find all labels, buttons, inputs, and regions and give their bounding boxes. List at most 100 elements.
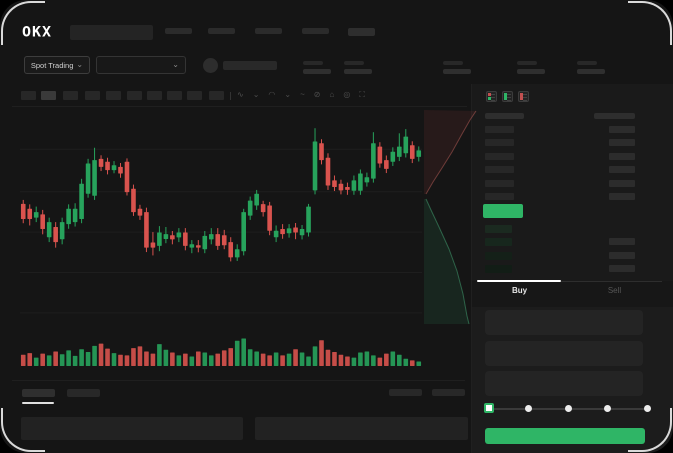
bid-row-price[interactable] — [485, 238, 512, 246]
ask-row-amount — [609, 139, 635, 146]
nav-item[interactable] — [302, 28, 329, 34]
bid-row-amount — [609, 265, 635, 272]
chart-tool-icons: ∿ ⌄ ◠ ⌄ ~ ⊘ ⌂ ◎ ⛶ — [237, 91, 365, 99]
ask-row-price[interactable] — [485, 180, 514, 187]
magnet-icon[interactable]: ⌂ — [329, 90, 335, 99]
ask-row-price[interactable] — [485, 126, 514, 133]
chevron-down-icon: ⌄ — [172, 60, 179, 69]
bid-row-amount — [609, 252, 635, 259]
orders-table-placeholder — [255, 417, 468, 440]
brush-icon[interactable]: ⊘ — [313, 90, 321, 99]
bottom-action[interactable] — [389, 389, 422, 396]
ask-row-price[interactable] — [485, 139, 514, 146]
target-icon[interactable]: ◎ — [343, 90, 351, 99]
ask-row-amount — [609, 193, 635, 200]
wave-icon[interactable]: ~ — [300, 90, 305, 99]
timeframe-button[interactable] — [167, 91, 182, 100]
chevron-down-icon[interactable]: ⌄ — [284, 90, 292, 99]
pair-name-placeholder — [223, 61, 277, 70]
orderbook-header-left — [485, 113, 524, 119]
pair-selector-dropdown[interactable]: ⌄ — [96, 56, 186, 74]
timeframe-button[interactable] — [187, 91, 202, 100]
stat-label — [344, 61, 364, 65]
ask-row-price[interactable] — [485, 166, 514, 173]
tab-buy[interactable]: Buy — [472, 281, 567, 305]
fullscreen-icon[interactable]: ⛶ — [359, 90, 365, 99]
bid-row-amount — [609, 238, 635, 245]
divider-toolbar — [12, 106, 467, 107]
buy-tab-underline — [477, 280, 561, 282]
market-type-button[interactable]: Spot Trading ⌄ — [24, 56, 90, 74]
orderbook-header-right — [594, 113, 635, 119]
bottom-tab-active[interactable] — [22, 389, 55, 397]
divider-vertical — [471, 84, 472, 453]
orderbook-view-bids-icon[interactable] — [502, 91, 513, 102]
ask-row-amount — [609, 126, 635, 133]
stat-value — [517, 69, 545, 74]
toolbar-separator — [230, 92, 231, 100]
stat-label — [303, 61, 323, 65]
volume-bars[interactable] — [20, 336, 422, 366]
tabbar-bg — [472, 281, 673, 307]
buy-tab-label: Buy — [511, 286, 528, 295]
timeframe-button-active[interactable] — [41, 91, 56, 100]
stat-label — [577, 61, 597, 65]
ask-row-amount — [609, 166, 635, 173]
coin-avatar — [203, 58, 218, 73]
stat-value — [443, 69, 471, 74]
stat-label — [517, 61, 537, 65]
orders-table-placeholder — [21, 417, 243, 440]
nav-item[interactable] — [165, 28, 192, 34]
bottom-tab-underline — [22, 402, 54, 404]
sell-tab-underline — [561, 281, 662, 282]
depth-chart — [424, 110, 477, 325]
bottom-tab[interactable] — [67, 389, 100, 397]
bid-row-price[interactable] — [485, 252, 512, 260]
tab-sell[interactable]: Sell — [567, 281, 662, 305]
nav-item[interactable] — [208, 28, 235, 34]
ask-row-amount — [609, 153, 635, 160]
total-input[interactable] — [485, 371, 643, 396]
orderbook-view-asks-icon[interactable] — [518, 91, 529, 102]
timeframe-button[interactable] — [209, 91, 224, 100]
brand-placeholder — [70, 25, 153, 40]
timeframe-button[interactable] — [147, 91, 162, 100]
timeframe-button[interactable] — [127, 91, 142, 100]
slider-step-dot[interactable] — [565, 405, 572, 412]
stat-label — [443, 61, 463, 65]
chevron-down-icon: ⌄ — [76, 60, 84, 69]
candlestick-chart[interactable] — [20, 110, 422, 332]
buy-submit-button[interactable] — [485, 428, 645, 444]
divider-bottom — [12, 380, 465, 381]
timeframe-button[interactable] — [63, 91, 78, 100]
price-input[interactable] — [485, 310, 643, 335]
timeframe-button[interactable] — [21, 91, 36, 100]
bid-row-price[interactable] — [485, 265, 512, 273]
orderbook-view-combined-icon[interactable] — [486, 91, 497, 102]
timeframe-button[interactable] — [106, 91, 121, 100]
ask-row-amount — [609, 180, 635, 187]
bottom-action[interactable] — [432, 389, 465, 396]
slider-step-dot[interactable] — [644, 405, 651, 412]
timeframe-button[interactable] — [85, 91, 100, 100]
stat-value — [577, 69, 605, 74]
line-chart-icon[interactable]: ∿ — [237, 90, 244, 99]
sell-tab-label: Sell — [607, 286, 622, 295]
ask-row-price[interactable] — [485, 193, 514, 200]
indicator-icon[interactable]: ◠ — [268, 90, 276, 99]
ask-row-price[interactable] — [485, 153, 514, 160]
last-price-badge[interactable] — [483, 204, 523, 218]
okx-logo[interactable]: OKX — [22, 23, 53, 41]
nav-item[interactable] — [255, 28, 282, 34]
amount-input[interactable] — [485, 341, 643, 366]
bid-row-price[interactable] — [485, 225, 512, 233]
nav-item[interactable] — [348, 28, 375, 36]
amount-slider-handle[interactable] — [484, 403, 494, 413]
chevron-down-icon[interactable]: ⌄ — [252, 90, 260, 99]
stat-value — [303, 69, 331, 74]
slider-step-dot[interactable] — [525, 405, 532, 412]
market-type-label: Spot Trading — [30, 60, 74, 70]
slider-step-dot[interactable] — [604, 405, 611, 412]
stat-value — [344, 69, 372, 74]
